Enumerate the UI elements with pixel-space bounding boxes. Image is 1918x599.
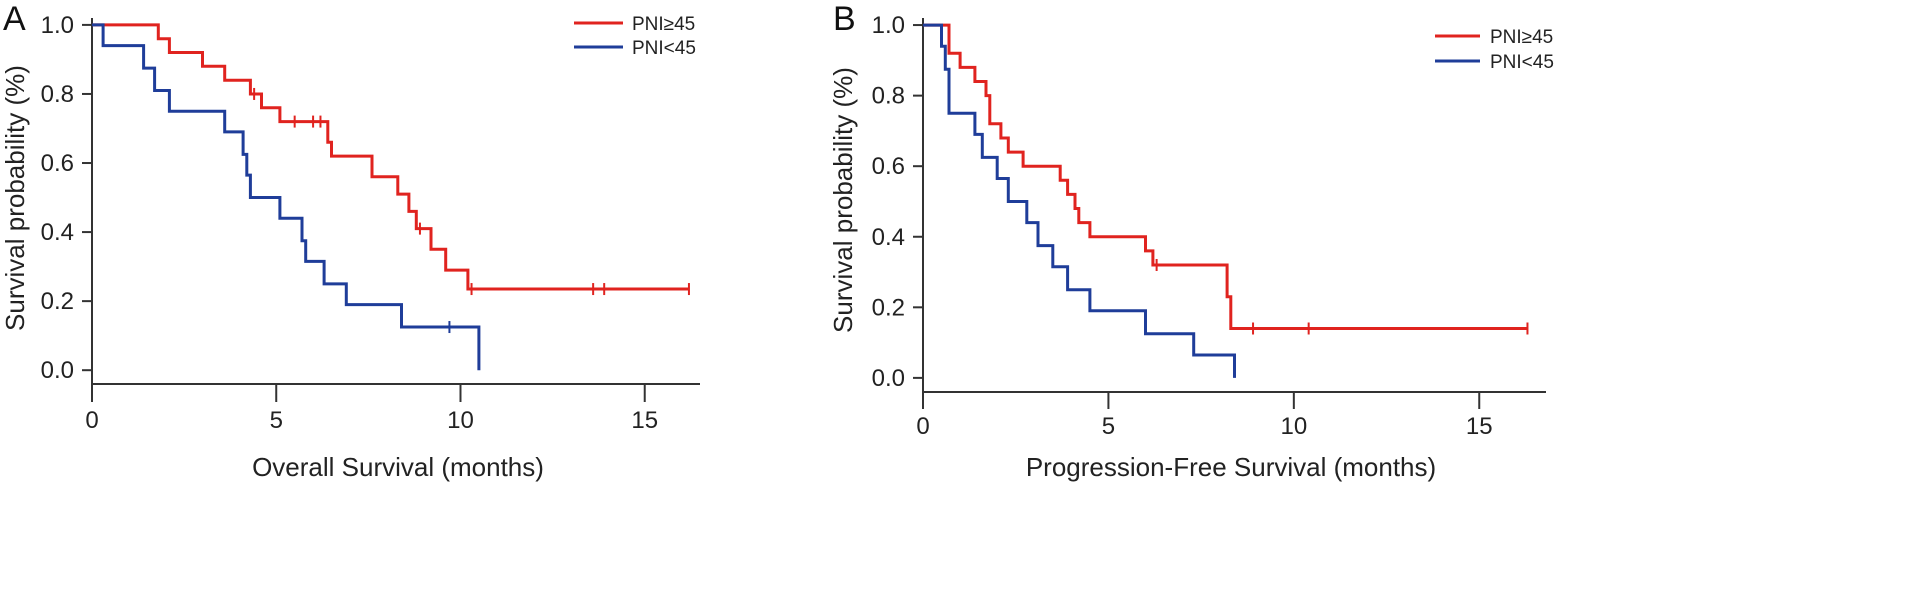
y-axis-title: Survival probability (%) (0, 65, 30, 331)
x-axis-title: Overall Survival (months) (252, 452, 544, 482)
legend-label: PNI≥45 (1490, 27, 1553, 48)
y-tick-label: 1.0 (41, 12, 74, 39)
y-tick-label: 0.4 (872, 224, 905, 251)
panel-a: A 0.0 0.2 0.4 0.6 0.8 1.0 0 5 10 15 Overall Surviva… (0, 0, 700, 482)
y-tick-label: 1.0 (872, 12, 905, 39)
legend-label: PNI<45 (632, 38, 696, 59)
x-tick-label: 10 (447, 407, 474, 434)
x-tick-label: 15 (631, 407, 658, 434)
y-tick-label: 0.6 (41, 150, 74, 177)
y-tick-label: 0.0 (41, 357, 74, 384)
panel-label: B (833, 0, 856, 38)
y-tick-label: 0.6 (872, 153, 905, 180)
y-tick-label: 0.2 (872, 294, 905, 321)
x-tick-label: 5 (270, 407, 283, 434)
x-axis-title: Progression-Free Survival (months) (1026, 452, 1436, 482)
panel-b: B 0.0 0.2 0.4 0.6 0.8 1.0 0 5 10 15 Progression-Fre… (828, 0, 1554, 482)
panel-label: A (3, 0, 26, 38)
series-pni-ge-45-line (923, 23, 1528, 330)
legend-label: PNI≥45 (632, 14, 695, 35)
x-tick-label: 5 (1102, 413, 1115, 440)
series-pni-ge-45-line (92, 23, 689, 291)
series-pni-lt-45-line (92, 23, 481, 371)
y-tick-label: 0.0 (872, 365, 905, 392)
series-pni-lt-45-line (923, 23, 1236, 378)
x-tick-label: 0 (916, 413, 929, 440)
x-tick-label: 10 (1280, 413, 1307, 440)
y-tick-label: 0.4 (41, 219, 74, 246)
y-tick-label: 0.8 (41, 81, 74, 108)
y-axis-title: Survival probability (%) (828, 67, 858, 333)
y-tick-label: 0.8 (872, 83, 905, 110)
legend-label: PNI<45 (1490, 52, 1554, 73)
x-tick-label: 0 (85, 407, 98, 434)
x-tick-label: 15 (1466, 413, 1493, 440)
y-tick-label: 0.2 (41, 288, 74, 315)
